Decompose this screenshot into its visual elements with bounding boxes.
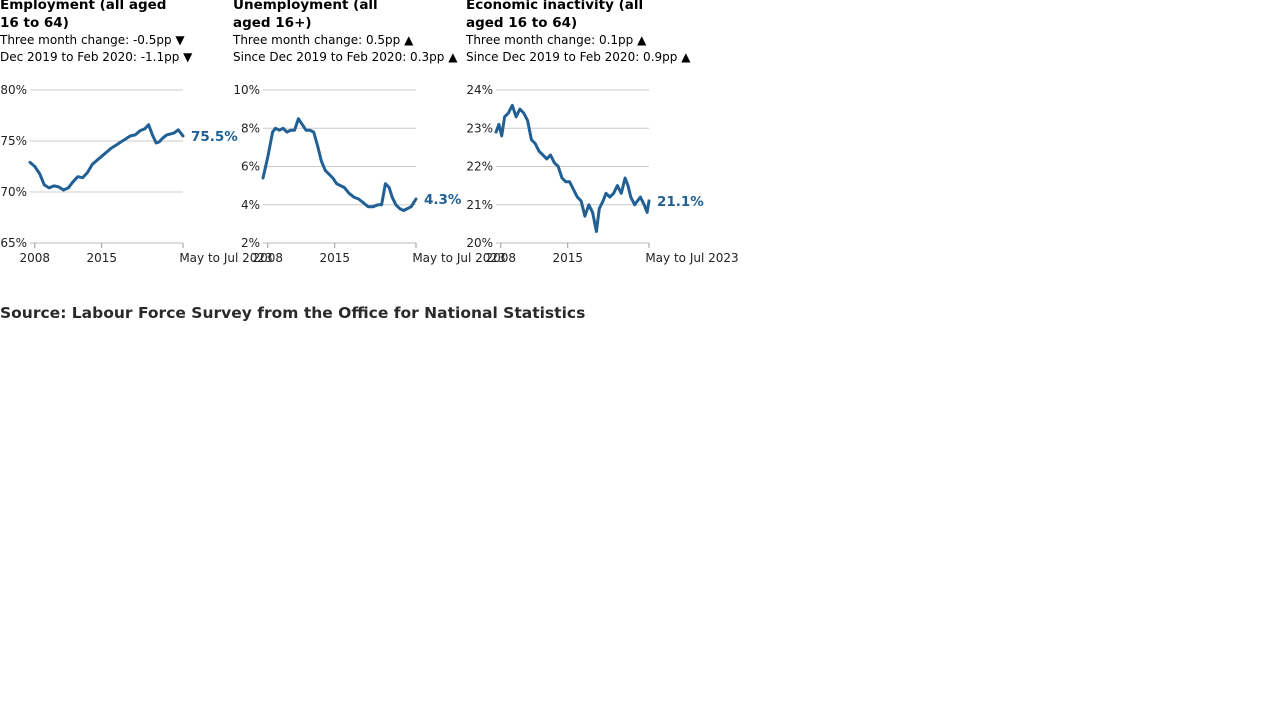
x-tick-label: 2015 — [86, 251, 117, 265]
y-tick-label: 6% — [241, 160, 260, 174]
line-chart: 2% 4% 6% 8% 10% 2008 2015 May to Jul 2023 4.3% — [233, 83, 505, 265]
source-note: Source: Labour Force Survey from the Off… — [0, 304, 586, 322]
end-value-label: 4.3% — [424, 192, 462, 208]
y-tick-label: 8% — [241, 121, 260, 135]
change-text: Three month change: -0.5pp ▼ — [0, 33, 185, 47]
chart-title: Economic inactivity (all aged 16 to 64) — [466, 0, 644, 31]
y-tick-label: 80% — [0, 83, 27, 97]
line-chart: 20% 21% 22% 23% 24% 2008 2015 May to Jul 2023 21… — [466, 83, 738, 265]
end-value-label: 21.1% — [657, 194, 704, 210]
series-line — [494, 103, 651, 233]
y-tick-label: 22% — [466, 160, 493, 174]
chart-panel: Unemployment (all aged 16+) Three month c… — [233, 0, 506, 265]
change-text: Dec 2019 to Feb 2020: -1.1pp ▼ — [0, 50, 193, 64]
chart-title: Employment (all aged 16 to 64) — [0, 0, 167, 31]
y-tick-label: 20% — [466, 236, 493, 250]
y-tick-label: 4% — [241, 198, 260, 212]
change-text: Since Dec 2019 to Feb 2020: 0.9pp ▲ — [466, 50, 691, 64]
y-tick-label: 70% — [0, 185, 27, 199]
x-tick-label: 2008 — [253, 251, 284, 265]
chart-title: Unemployment (all aged 16+) — [233, 0, 378, 31]
change-text: Since Dec 2019 to Feb 2020: 0.3pp ▲ — [233, 50, 458, 64]
y-tick-label: 21% — [466, 198, 493, 212]
y-tick-label: 75% — [0, 134, 27, 148]
x-tick-label: May to Jul 2023 — [412, 251, 505, 265]
x-tick-label: 2008 — [20, 251, 51, 265]
x-tick-label: 2015 — [319, 251, 350, 265]
y-tick-label: 65% — [0, 236, 27, 250]
x-tick-label: 2008 — [486, 251, 517, 265]
chart-panel: Employment (all aged 16 to 64) Three mont… — [0, 0, 273, 265]
change-text: Three month change: 0.5pp ▲ — [233, 33, 414, 47]
end-value-label: 75.5% — [191, 129, 238, 145]
change-text: Three month change: 0.1pp ▲ — [466, 33, 647, 47]
chart-panel: Economic inactivity (all aged 16 to 64) T… — [466, 0, 739, 265]
x-tick-label: 2015 — [552, 251, 583, 265]
x-tick-label: May to Jul 2023 — [645, 251, 738, 265]
x-tick-label: May to Jul 2023 — [179, 251, 272, 265]
y-tick-label: 10% — [233, 83, 260, 97]
series-line — [28, 123, 185, 192]
line-chart: 65% 70% 75% 80% 2008 2015 May to Jul 2023 75.5% — [0, 83, 272, 265]
y-tick-label: 24% — [466, 83, 493, 97]
y-tick-label: 23% — [466, 121, 493, 135]
series-line — [261, 117, 418, 212]
y-tick-label: 2% — [241, 236, 260, 250]
